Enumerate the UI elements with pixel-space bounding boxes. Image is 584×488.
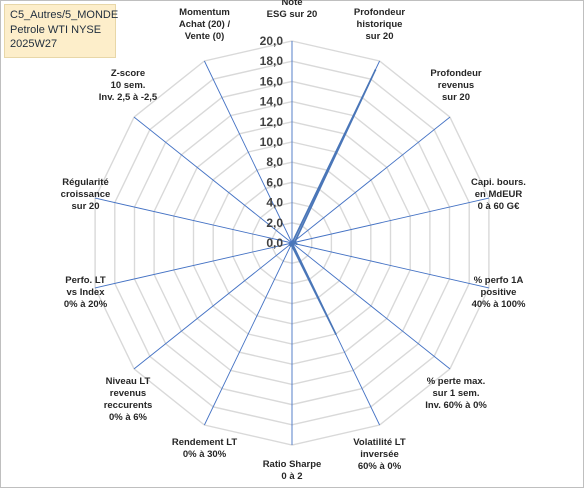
axis-label-line: sur 20 — [442, 92, 470, 103]
radial-tick-label: 0,0 — [266, 236, 283, 250]
axis-label-line: 0% à 6% — [109, 412, 148, 423]
axis-label: Capi. bours. en MdEUR 0 à 60 G€ — [471, 177, 526, 212]
axis-label: Ratio Sharpe 0 à 2 — [263, 459, 322, 482]
axis-label-line: sur 20 — [366, 31, 394, 42]
axis-label-line: % perfo 1A — [474, 275, 524, 286]
axis-spoke — [291, 197, 490, 244]
axis-label-line: Inv. 2,5 à -2,5 — [99, 92, 158, 103]
axis-label-line: Niveau LT — [106, 376, 151, 387]
axis-label-line: % perte max. — [427, 376, 486, 387]
axis-label-line: 40% à 100% — [472, 299, 526, 310]
axis-label: Profondeur historique sur 20 — [354, 7, 405, 42]
axis-label: Note ESG sur 20 — [267, 0, 318, 20]
axis-label-line: Momentum — [179, 7, 230, 18]
axis-spoke — [133, 116, 293, 244]
data-point — [296, 243, 298, 246]
radial-tick-label: 6,0 — [266, 175, 283, 189]
axis-label: % perte max. sur 1 sem. Inv. 60% à 0% — [425, 376, 487, 411]
data-series-area — [288, 69, 377, 335]
axis-label-line: Note — [281, 0, 302, 8]
axis-label-line: Ratio Sharpe — [263, 459, 322, 470]
axis-label-line: historique — [357, 19, 403, 30]
axis-label: % perfo 1A positive 40% à 100% — [472, 275, 526, 310]
axis-label-line: Profondeur — [354, 7, 405, 18]
axis-spoke — [291, 242, 490, 289]
axis-label-line: Rendement LT — [172, 437, 237, 448]
radial-tick-label: 2,0 — [266, 216, 283, 230]
axis-label-line: revenus — [110, 388, 146, 399]
axis-label-line: Profondeur — [430, 68, 481, 79]
radial-tick-label: 4,0 — [266, 196, 283, 210]
radial-tick-label: 14,0 — [260, 95, 284, 109]
axis-spoke — [291, 116, 451, 244]
axis-label-line: sur 1 sem. — [433, 388, 480, 399]
radial-tick-label: 10,0 — [260, 135, 284, 149]
axis-spoke — [133, 242, 293, 370]
axis-spoke — [94, 197, 293, 244]
axis-label-line: Achat (20) / — [179, 19, 231, 30]
axis-label-line: Z-score — [111, 68, 145, 79]
radial-tick-label: 18,0 — [260, 54, 284, 68]
axis-label: Rendement LT 0% à 30% — [172, 437, 237, 460]
axis-label-line: ESG sur 20 — [267, 9, 318, 20]
axis-label: Momentum Achat (20) / Vente (0) — [179, 7, 231, 42]
data-point — [291, 242, 293, 244]
data-point — [374, 69, 377, 71]
axis-spoke — [94, 242, 293, 289]
data-point — [294, 241, 296, 244]
axis-label-line: revenus — [438, 80, 474, 91]
data-point — [288, 244, 291, 246]
axis-label-line: 10 sem. — [111, 80, 146, 91]
axis-label-line: 0 à 60 G€ — [478, 201, 520, 212]
axis-label-line: Inv. 60% à 0% — [425, 400, 487, 411]
tag-week: 2025W27 — [10, 38, 58, 50]
data-point — [334, 333, 337, 335]
radial-tick-label: 16,0 — [260, 74, 284, 88]
chart-tag-box: C5_Autres/5_MONDE Petrole WTI NYSE 2025W… — [4, 4, 119, 58]
axis-label: Profondeur revenus sur 20 — [430, 68, 481, 103]
tag-instrument: Petrole WTI NYSE — [10, 23, 102, 36]
axis-label: Régularité croissance sur 20 — [61, 177, 111, 212]
axis-label: Perfo. LT vs Index 0% à 20% — [64, 275, 108, 310]
axis-spoke — [291, 242, 451, 370]
axis-spoke — [203, 60, 293, 244]
radial-tick-label: 12,0 — [260, 115, 284, 129]
axis-label-line: positive — [481, 287, 517, 298]
axis-label: Z-score 10 sem. Inv. 2,5 à -2,5 — [99, 68, 158, 103]
axis-label: Volatilité LT inversée 60% à 0% — [353, 437, 406, 472]
axis-label-line: vs Index — [66, 287, 105, 298]
axis-spoke — [203, 242, 293, 426]
axis-label: Niveau LT revenus reccurents 0% à 6% — [104, 376, 153, 423]
axis-label-line: 0% à 30% — [183, 449, 227, 460]
tag-category: C5_Autres/5_MONDE — [10, 9, 119, 21]
axis-label-line: 0% à 20% — [64, 299, 108, 310]
axis-label-line: sur 20 — [72, 201, 100, 212]
axis-label-line: reccurents — [104, 400, 153, 411]
axis-label-line: 0 à 2 — [281, 471, 302, 482]
data-point — [295, 239, 297, 241]
axis-label-line: Capi. bours. — [471, 177, 526, 188]
axis-label-line: 60% à 0% — [358, 461, 402, 472]
axis-label-line: Volatilité LT — [353, 437, 406, 448]
axis-label-line: croissance — [61, 189, 111, 200]
axis-label-line: Vente (0) — [185, 31, 225, 42]
radial-tick-label: 20,0 — [260, 34, 284, 48]
axis-label-line: inversée — [360, 449, 399, 460]
axis-label-line: en MdEUR — [475, 189, 523, 200]
radial-tick-label: 8,0 — [266, 155, 283, 169]
axis-label-line: Perfo. LT — [65, 275, 106, 286]
axis-label-line: Régularité — [62, 177, 108, 188]
